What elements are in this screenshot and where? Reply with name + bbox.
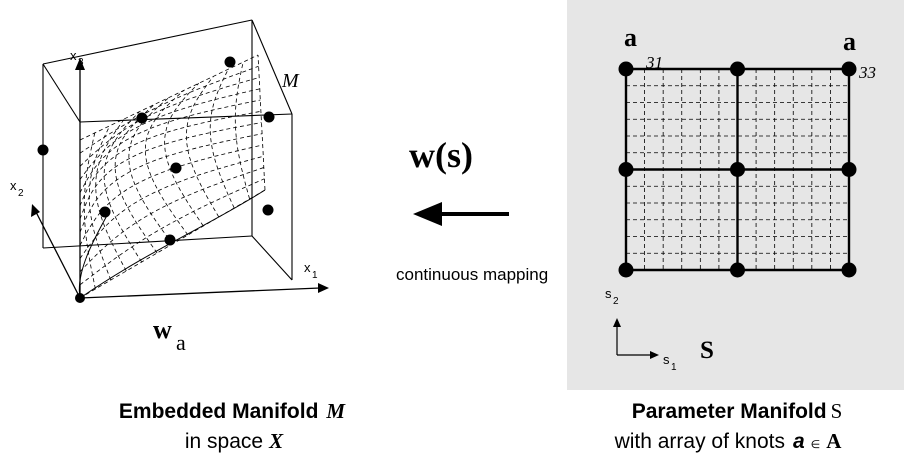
manifold-knots <box>37 56 275 246</box>
knot-a33-index: 33 <box>858 63 876 82</box>
knot-a31-letter: a <box>624 23 637 52</box>
weight-w-label: w <box>153 315 172 344</box>
s1-axis-label: s <box>663 352 670 367</box>
surface-mesh-line <box>128 97 173 245</box>
x1-axis-subscript: 1 <box>312 270 318 281</box>
manifold-knot <box>170 162 182 174</box>
param-knot <box>841 61 857 77</box>
x1-axis-arrowhead <box>318 283 329 293</box>
weight-subscript-label: a <box>176 330 186 355</box>
surface-mesh-line <box>79 133 263 233</box>
manifold-knot <box>263 111 275 123</box>
right-caption-line1: Parameter Manifold S <box>632 399 843 423</box>
param-knot <box>841 262 857 278</box>
mapping-arrow-caption: continuous mapping <box>396 265 548 284</box>
surface-mesh-line <box>88 125 112 281</box>
s2-axis-label: s <box>605 286 612 301</box>
surface-mesh-line <box>144 90 189 236</box>
right-caption-line2: with array of knots a ∈ A <box>614 429 843 453</box>
manifold-knot <box>262 204 274 216</box>
surface-mesh-line <box>234 62 250 200</box>
x1-axis-label: x <box>304 260 311 275</box>
space-s-label: S <box>700 337 714 364</box>
manifold-knot <box>224 56 236 68</box>
surface-mesh-line <box>257 54 266 191</box>
s2-axis-subscript: 2 <box>613 296 619 307</box>
manifold-m-label: M <box>281 70 300 92</box>
manifold-knot <box>37 144 49 156</box>
s2-axis-arrowhead <box>613 318 621 327</box>
x3-axis-arrowhead <box>75 58 85 70</box>
bounding-box <box>42 19 293 281</box>
knot-a31-index: 31 <box>645 53 663 72</box>
manifold-surface <box>79 54 266 299</box>
knot-a33-letter: a <box>843 27 856 56</box>
x2-axis-arrowhead <box>31 204 40 217</box>
x1-axis-line <box>79 287 321 299</box>
surface-mesh-line <box>79 99 261 193</box>
surface-mesh-line <box>79 110 261 206</box>
manifold-knot <box>164 234 176 246</box>
mapping-function-label: w(s) <box>409 135 473 175</box>
param-knot <box>618 162 634 177</box>
s1-axis-subscript: 1 <box>671 362 677 373</box>
left-caption-line2: in space X <box>185 429 284 453</box>
surface-mesh-line <box>79 144 263 246</box>
surface-mesh-line <box>95 118 127 272</box>
surface-mesh-line <box>79 178 265 286</box>
x2-axis-line <box>35 211 81 299</box>
x2-axis-subscript: 2 <box>18 188 24 199</box>
param-knot <box>730 162 745 177</box>
x2-axis-label: x <box>10 178 17 193</box>
param-knot <box>618 61 634 77</box>
param-knot <box>730 61 745 77</box>
x3-axis-label: x <box>70 48 77 63</box>
param-knot <box>730 262 745 278</box>
surface-mesh-line <box>103 111 143 263</box>
manifold-knot <box>99 206 111 218</box>
surface-mesh-line <box>114 104 158 254</box>
x3-axis-subscript: 3 <box>78 57 84 68</box>
surface-mesh-line <box>79 167 264 272</box>
surface-mesh-line <box>79 77 260 167</box>
mapping-arrow-head <box>413 202 442 226</box>
surface-mesh-line <box>79 88 260 180</box>
surface-mesh-line <box>79 54 259 141</box>
manifold-outline-bottom <box>79 189 266 299</box>
surface-mesh-line <box>164 83 204 227</box>
origin-knot <box>75 293 85 303</box>
param-knot <box>618 262 634 278</box>
surface-mesh-line <box>185 76 220 218</box>
s1-axis-arrowhead <box>650 351 659 359</box>
param-knot <box>841 162 857 177</box>
surface-mesh-line <box>79 65 259 154</box>
manifold-knot <box>136 112 148 124</box>
parameter-grid <box>618 61 857 278</box>
surface-mesh-line <box>79 122 262 220</box>
surface-mesh-line <box>209 69 235 209</box>
left-caption-line1: Embedded Manifold M <box>119 399 347 423</box>
